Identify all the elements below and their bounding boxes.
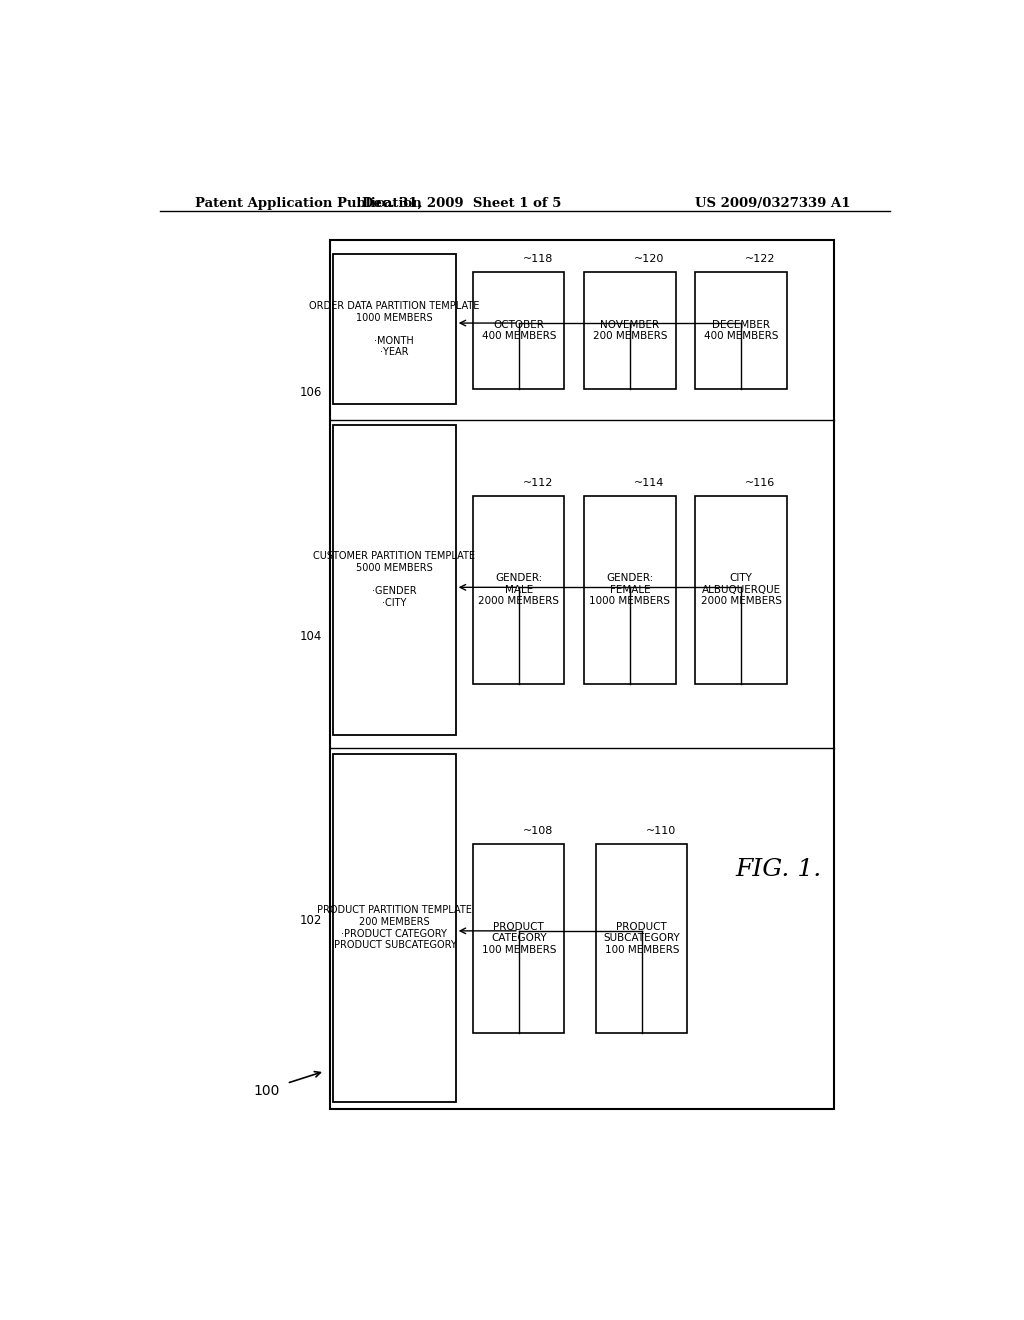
Text: ~118: ~118: [523, 255, 553, 264]
Text: ~116: ~116: [745, 478, 775, 487]
Bar: [596, 845, 687, 1032]
Text: ~122: ~122: [745, 255, 775, 264]
Text: PRODUCT
SUBCATEGORY
100 MEMBERS: PRODUCT SUBCATEGORY 100 MEMBERS: [603, 921, 680, 956]
Text: ~114: ~114: [634, 478, 665, 487]
Text: ~108: ~108: [523, 826, 553, 837]
Text: DECEMBER
400 MEMBERS: DECEMBER 400 MEMBERS: [703, 319, 778, 342]
Bar: [331, 240, 835, 1109]
Bar: [333, 253, 456, 404]
Text: 106: 106: [300, 385, 323, 399]
Text: 102: 102: [300, 915, 323, 927]
Bar: [333, 425, 456, 735]
Bar: [585, 272, 676, 389]
Text: Dec. 31, 2009  Sheet 1 of 5: Dec. 31, 2009 Sheet 1 of 5: [361, 197, 561, 210]
Text: CITY
ALBUQUERQUE
2000 MEMBERS: CITY ALBUQUERQUE 2000 MEMBERS: [700, 573, 781, 606]
Bar: [473, 272, 564, 389]
Text: PRODUCT
CATEGORY
100 MEMBERS: PRODUCT CATEGORY 100 MEMBERS: [481, 921, 556, 956]
Bar: [473, 496, 564, 684]
Bar: [473, 845, 564, 1032]
Text: NOVEMBER
200 MEMBERS: NOVEMBER 200 MEMBERS: [593, 319, 668, 342]
Text: ~120: ~120: [634, 255, 665, 264]
Text: 100: 100: [254, 1085, 281, 1098]
Bar: [333, 754, 456, 1102]
Text: PRODUCT PARTITION TEMPLATE
200 MEMBERS
·PRODUCT CATEGORY
·PRODUCT SUBCATEGORY: PRODUCT PARTITION TEMPLATE 200 MEMBERS ·…: [316, 906, 472, 950]
Text: US 2009/0327339 A1: US 2009/0327339 A1: [694, 197, 850, 210]
Text: 104: 104: [300, 630, 323, 643]
Bar: [585, 496, 676, 684]
Text: FIG. 1.: FIG. 1.: [735, 858, 822, 882]
Text: GENDER:
FEMALE
1000 MEMBERS: GENDER: FEMALE 1000 MEMBERS: [590, 573, 671, 606]
Text: GENDER:
MALE
2000 MEMBERS: GENDER: MALE 2000 MEMBERS: [478, 573, 559, 606]
Text: ORDER DATA PARTITION TEMPLATE
1000 MEMBERS

·MONTH
·YEAR: ORDER DATA PARTITION TEMPLATE 1000 MEMBE…: [309, 301, 479, 358]
Text: ~110: ~110: [646, 826, 676, 837]
Bar: [695, 272, 786, 389]
Text: CUSTOMER PARTITION TEMPLATE
5000 MEMBERS

·GENDER
·CITY: CUSTOMER PARTITION TEMPLATE 5000 MEMBERS…: [313, 552, 475, 609]
Text: ~112: ~112: [523, 478, 553, 487]
Text: Patent Application Publication: Patent Application Publication: [196, 197, 422, 210]
Text: OCTOBER
400 MEMBERS: OCTOBER 400 MEMBERS: [481, 319, 556, 342]
Bar: [695, 496, 786, 684]
